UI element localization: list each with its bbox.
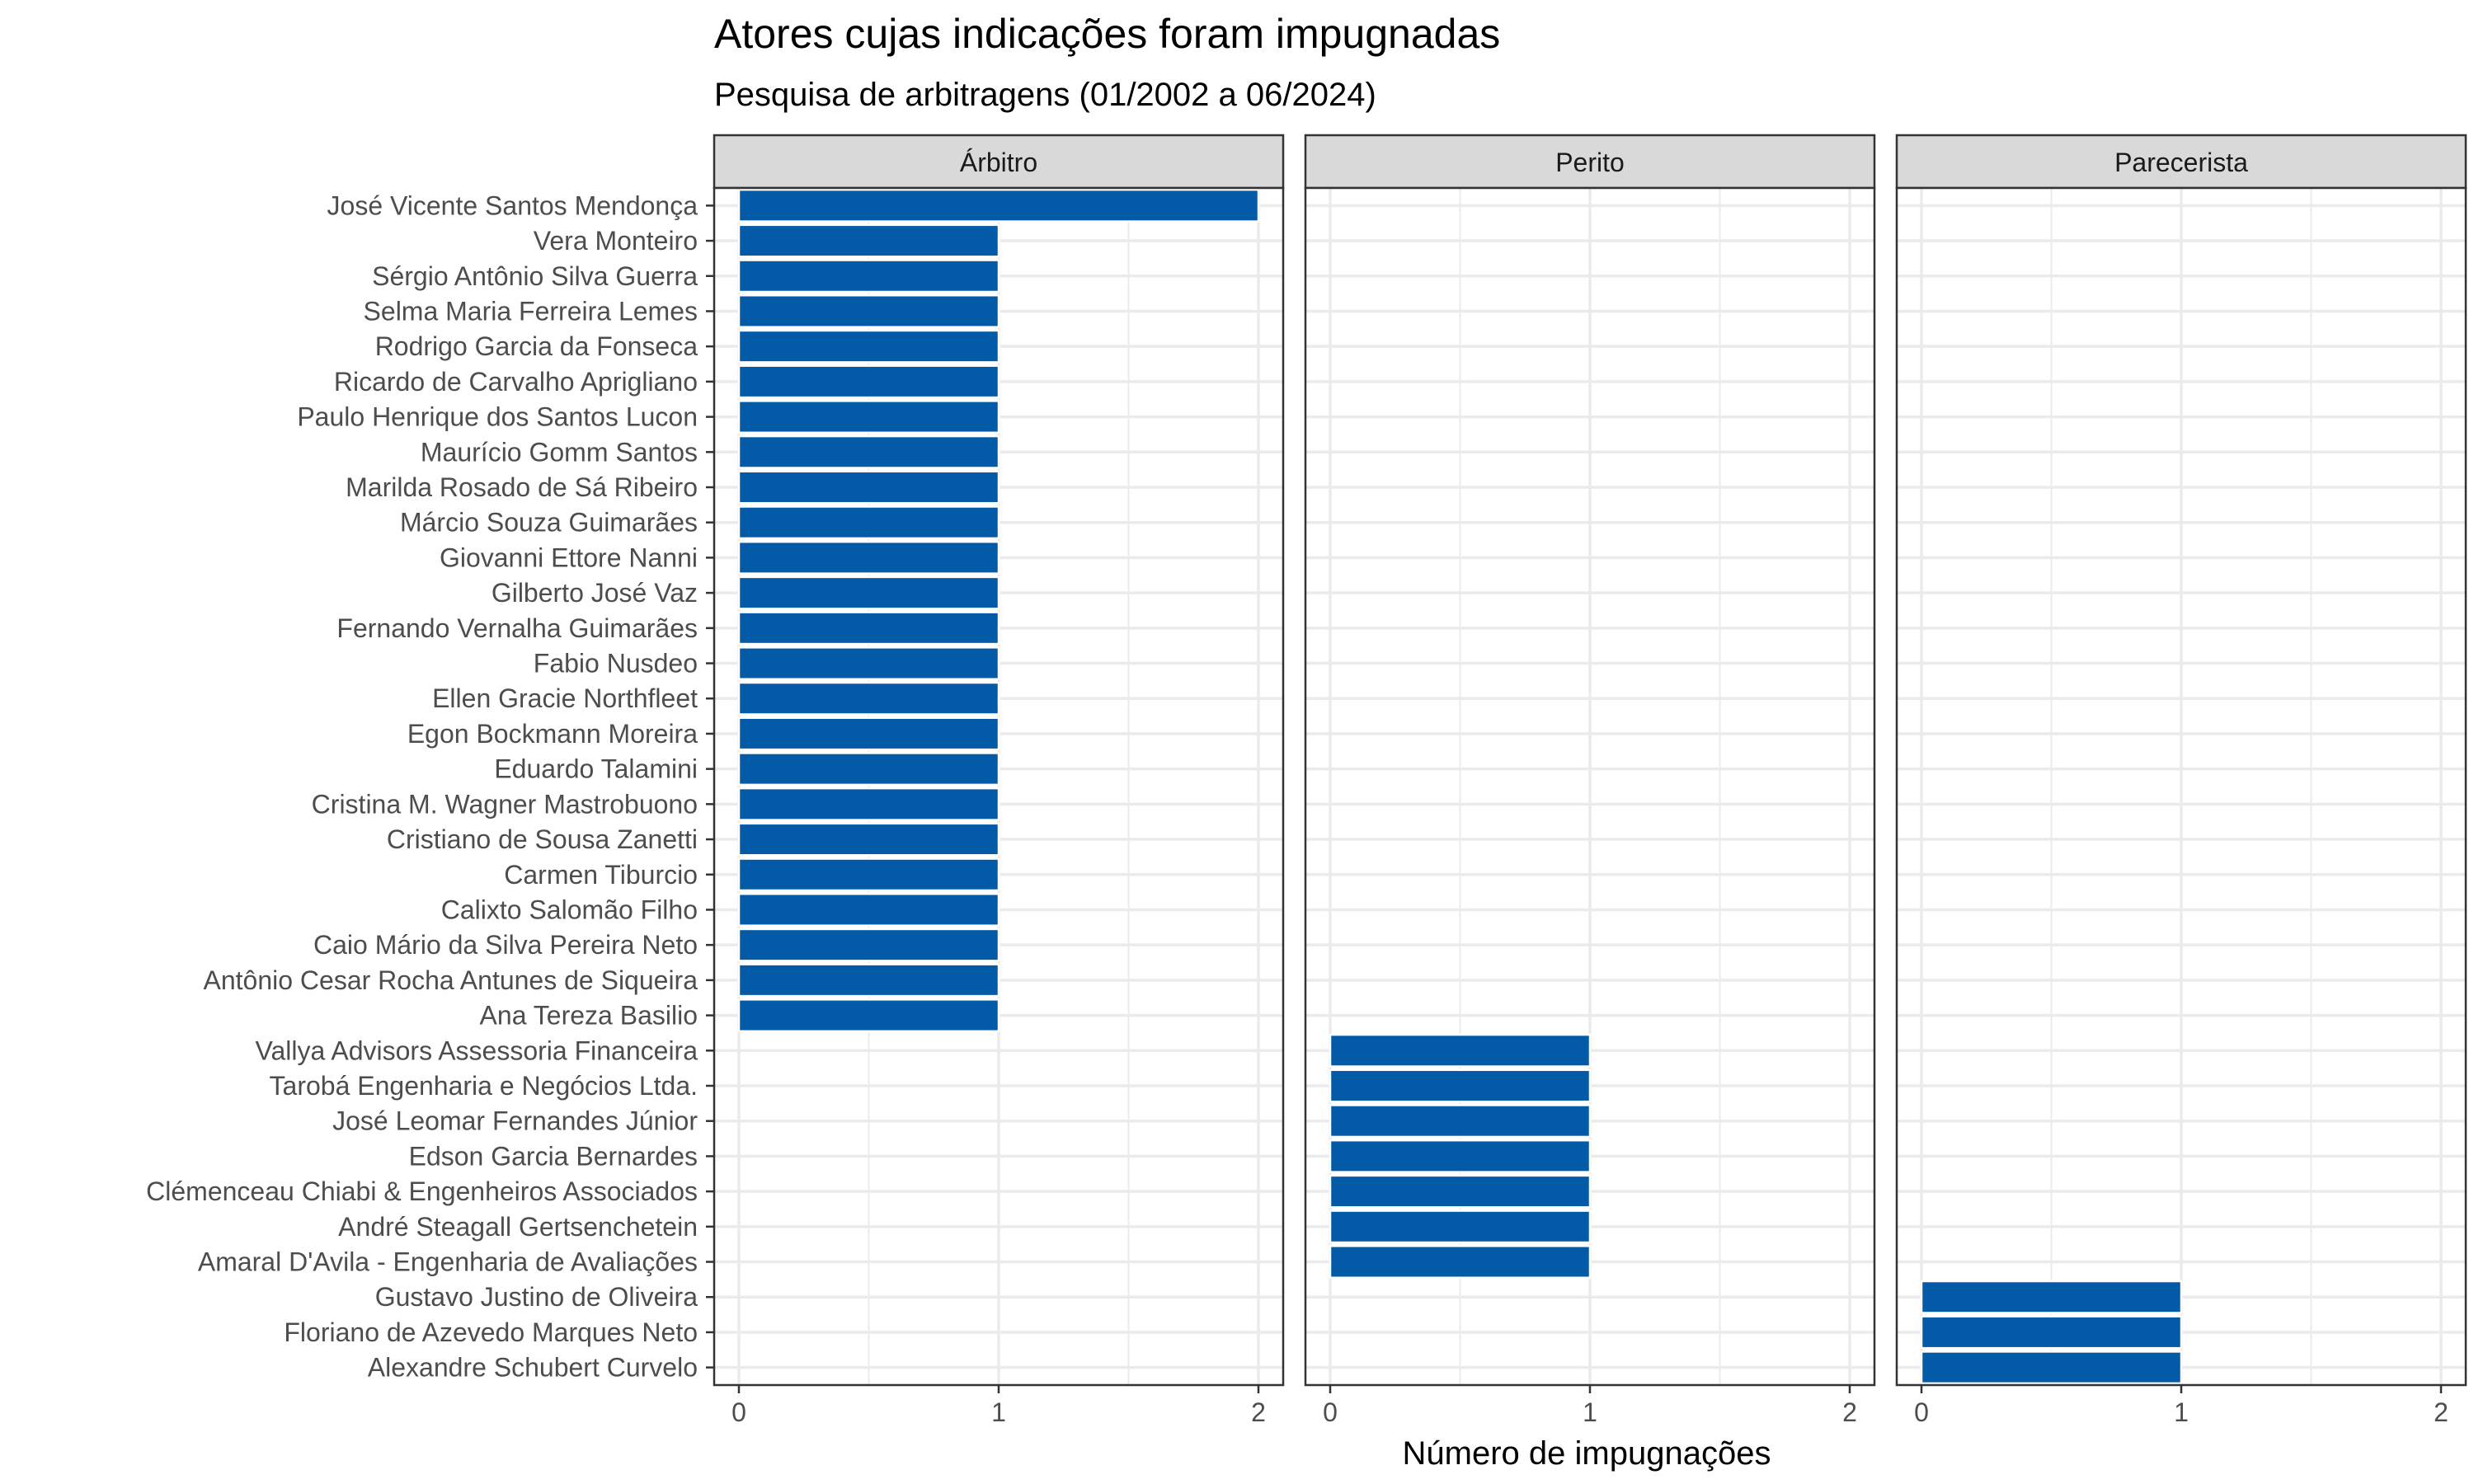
facet-strip-label: Árbitro	[960, 148, 1037, 177]
y-tick-label: Carmen Tiburcio	[504, 860, 698, 890]
bar	[737, 540, 1000, 575]
bar	[737, 787, 1000, 821]
y-tick-label: Antônio Cesar Rocha Antunes de Siqueira	[204, 965, 698, 995]
bar	[1920, 1350, 2183, 1385]
y-tick-label: Sérgio Antônio Silva Guerra	[372, 261, 698, 291]
bar	[737, 364, 1000, 399]
bar	[737, 646, 1000, 680]
bar	[737, 822, 1000, 857]
y-tick-label: José Vicente Santos Mendonça	[327, 190, 698, 220]
bar	[737, 188, 1260, 223]
y-tick-label: Amaral D'Avila - Engenharia de Avaliaçõe…	[198, 1247, 698, 1277]
y-tick-label: Selma Maria Ferreira Lemes	[364, 296, 698, 326]
facet-strip	[1304, 134, 1876, 190]
bar	[737, 716, 1000, 751]
y-tick-label: Rodrigo Garcia da Fonseca	[375, 331, 698, 361]
facet-strip	[1895, 134, 2467, 190]
bar	[737, 998, 1000, 1033]
y-tick-label: Egon Bockmann Moreira	[407, 719, 698, 749]
bar	[737, 752, 1000, 787]
y-tick-label: Giovanni Ettore Nanni	[440, 542, 698, 572]
y-tick-label: Maurício Gomm Santos	[421, 437, 698, 467]
y-tick-label: Tarobá Engenharia e Negócios Ltda.	[270, 1071, 698, 1101]
bar	[1329, 1139, 1592, 1173]
y-tick-label: Gilberto José Vaz	[492, 578, 698, 608]
bar	[737, 505, 1000, 540]
facet-panels: Árbitro 0 1 2 Perito 0 1 2 Parecerista 0 1 2	[713, 134, 2467, 1427]
bar	[737, 470, 1000, 505]
y-axis: José Vicente Santos Mendonça Vera Monteir…	[146, 190, 714, 1383]
y-tick-label: Cristiano de Sousa Zanetti	[387, 824, 698, 854]
y-tick-label: Alexandre Schubert Curvelo	[368, 1353, 698, 1383]
bar	[737, 575, 1000, 610]
x-tick-label: 2	[1251, 1397, 1266, 1427]
y-tick-label: Floriano de Azevedo Marques Neto	[284, 1317, 698, 1347]
y-tick-label: Fernando Vernalha Guimarães	[336, 613, 698, 643]
x-axis-title: Número de impugnações	[1403, 1435, 1771, 1472]
y-tick-label: Edson Garcia Bernardes	[409, 1141, 698, 1171]
bar	[1329, 1174, 1592, 1209]
x-tick-label: 2	[1842, 1397, 1857, 1427]
y-tick-label: Ellen Gracie Northfleet	[432, 683, 698, 713]
bar	[737, 963, 1000, 998]
x-tick-label: 1	[2174, 1397, 2189, 1427]
bar	[737, 611, 1000, 646]
bar	[1920, 1315, 2183, 1350]
bar	[737, 294, 1000, 328]
chart-title: Atores cujas indicações foram impugnadas	[714, 11, 1500, 57]
facet-strip-label: Perito	[1555, 148, 1625, 177]
y-tick-label: Cristina M. Wagner Mastrobuono	[312, 789, 698, 819]
bar	[737, 434, 1000, 469]
facet-panel-parecerista: Parecerista 0 1 2	[1895, 134, 2467, 1427]
y-tick-label: Fabio Nusdeo	[534, 649, 698, 679]
y-tick-label: Paulo Henrique dos Santos Lucon	[297, 402, 698, 432]
bar	[737, 259, 1000, 294]
x-tick-label: 2	[2434, 1397, 2448, 1427]
y-tick-label: Calixto Salomão Filho	[441, 895, 698, 924]
bar	[1920, 1280, 2183, 1314]
bar	[1329, 1209, 1592, 1244]
y-tick-label: Vallya Advisors Assessoria Financeira	[255, 1036, 698, 1065]
bar	[737, 857, 1000, 892]
x-tick-label: 0	[1914, 1397, 1929, 1427]
y-tick-label: Marilda Rosado de Sá Ribeiro	[346, 472, 698, 502]
bar	[1329, 1104, 1592, 1139]
bar	[737, 681, 1000, 716]
bar	[737, 928, 1000, 962]
bar	[1329, 1245, 1592, 1279]
y-tick-label: André Steagall Gertsenchetein	[338, 1212, 698, 1242]
bar	[737, 400, 1000, 434]
facet-panel-arbitro: Árbitro 0 1 2	[713, 134, 1285, 1427]
x-tick-label: 1	[991, 1397, 1006, 1427]
facet-strip	[713, 134, 1285, 190]
x-tick-label: 0	[731, 1397, 746, 1427]
y-tick-label: José Leomar Fernandes Júnior	[332, 1106, 698, 1136]
y-tick-label: Ana Tereza Basilio	[480, 1001, 698, 1031]
y-tick-label: Vera Monteiro	[534, 226, 698, 256]
y-tick-label: Ricardo de Carvalho Aprigliano	[334, 367, 698, 397]
facet-strip-label: Parecerista	[2114, 148, 2248, 177]
bar	[1329, 1033, 1592, 1068]
bar	[737, 223, 1000, 258]
bar	[737, 329, 1000, 364]
y-tick-label: Eduardo Talamini	[494, 754, 698, 784]
x-tick-label: 1	[1583, 1397, 1597, 1427]
bar	[1329, 1068, 1592, 1103]
x-tick-label: 0	[1323, 1397, 1338, 1427]
y-tick-label: Clémenceau Chiabi & Engenheiros Associad…	[146, 1176, 698, 1206]
facet-panel-perito: Perito 0 1 2	[1304, 134, 1876, 1427]
chart-subtitle: Pesquisa de arbitragens (01/2002 a 06/20…	[714, 77, 1376, 113]
y-tick-label: Caio Mário da Silva Pereira Neto	[313, 930, 698, 960]
y-tick-label: Márcio Souza Guimarães	[400, 508, 698, 538]
bar	[737, 893, 1000, 927]
y-tick-label: Gustavo Justino de Oliveira	[375, 1282, 698, 1312]
